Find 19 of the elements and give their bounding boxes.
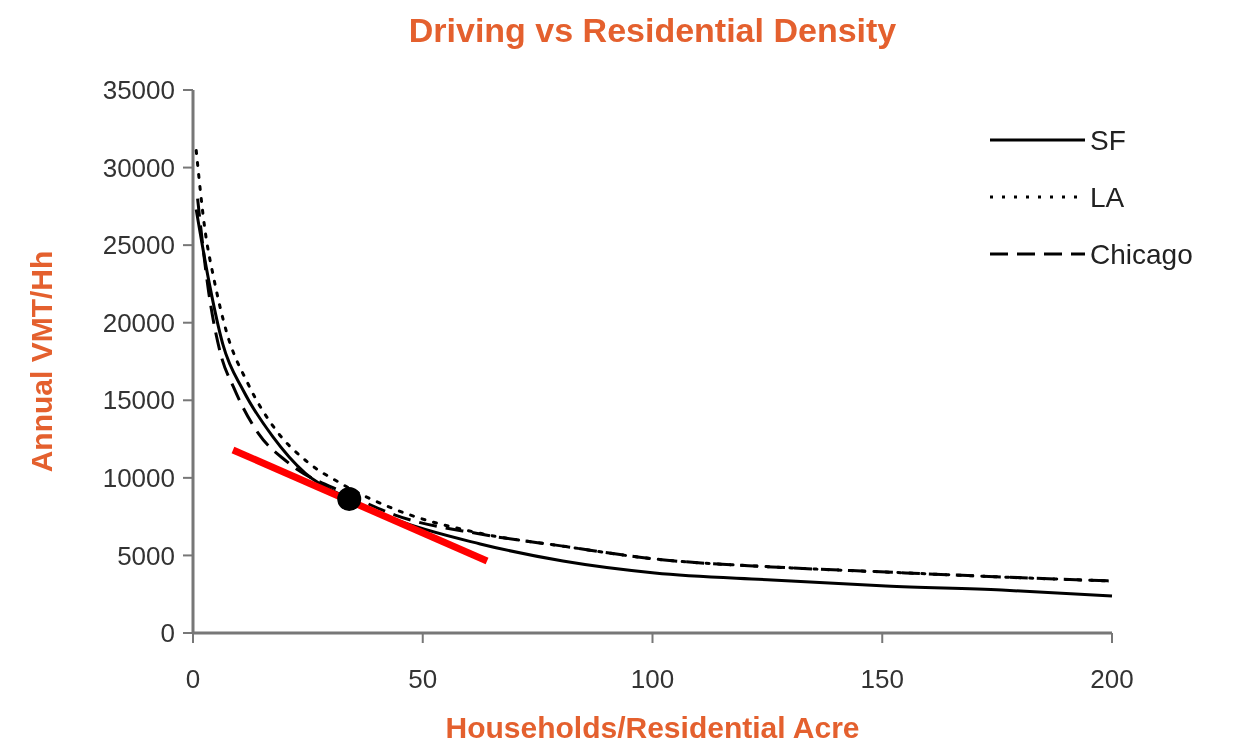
x-axis-title: Households/Residential Acre (445, 711, 860, 744)
legend-label: SF (1090, 124, 1126, 156)
y-tick-label: 15000 (102, 385, 175, 416)
y-tick-label: 30000 (102, 152, 175, 183)
chart-title: Driving vs Residential Density (408, 11, 897, 49)
x-tick-label: 150 (860, 664, 904, 694)
legend-label: Chicago (1090, 238, 1193, 270)
x-tick-label: 0 (185, 664, 201, 694)
x-tick-label: 100 (630, 664, 675, 694)
y-tick-label: 5000 (117, 540, 175, 571)
y-tick-label: 35000 (102, 75, 175, 106)
legend-label: LA (1090, 181, 1125, 213)
x-tick-label: 50 (408, 664, 438, 694)
y-tick-label: 0 (160, 618, 175, 649)
y-tick-label: 10000 (102, 462, 175, 493)
x-tick-label: 200 (1090, 664, 1134, 694)
y-tick-label: 25000 (102, 230, 175, 261)
y-axis-title: Annual VMT/Hh (25, 250, 58, 473)
y-tick-label: 20000 (102, 307, 175, 338)
